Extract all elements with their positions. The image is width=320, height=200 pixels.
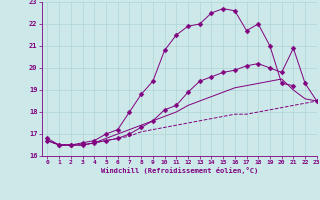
X-axis label: Windchill (Refroidissement éolien,°C): Windchill (Refroidissement éolien,°C) (100, 167, 258, 174)
